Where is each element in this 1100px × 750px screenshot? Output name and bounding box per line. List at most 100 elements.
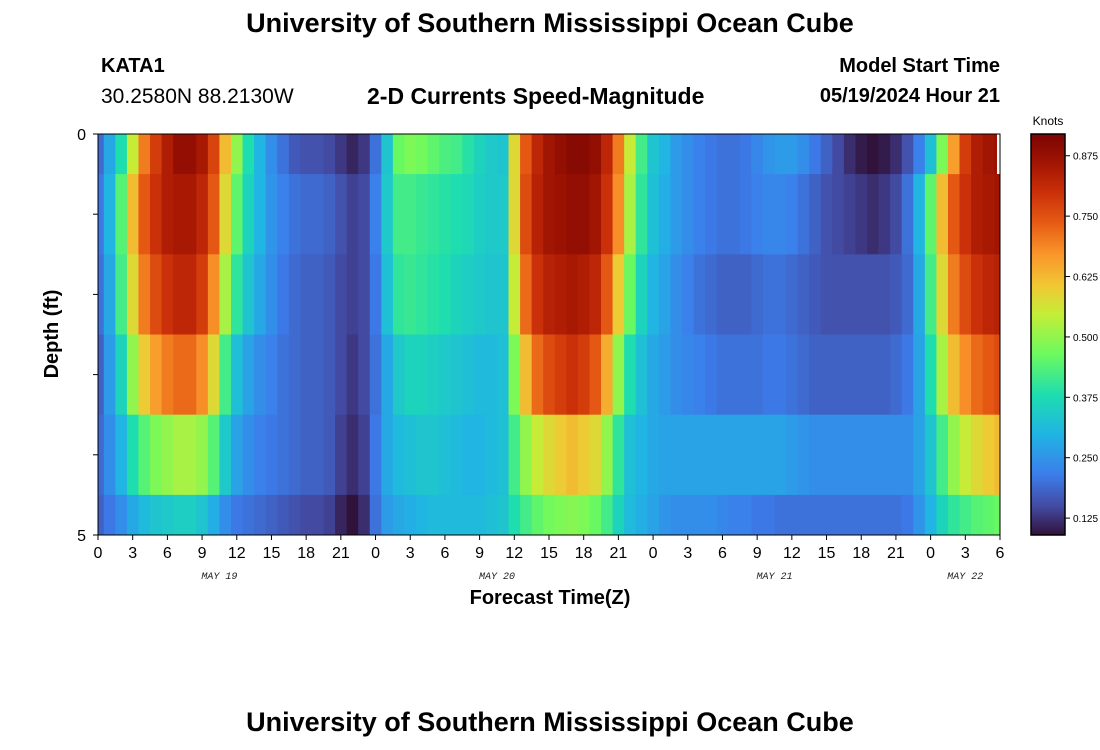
heatmap-cell [485,134,498,175]
heatmap-cell [381,414,394,496]
heatmap-cell [693,494,706,536]
model-start-value: 05/19/2024 Hour 21 [819,85,1000,107]
heatmap-cell [843,494,856,536]
heatmap-cell [809,174,822,255]
heatmap-cell [392,134,405,175]
heatmap-cell [207,134,220,175]
x-tick-label: 3 [128,545,137,562]
heatmap-cell [173,414,186,496]
heatmap-cell [601,494,613,536]
station-id: KATA1 [101,55,165,77]
heatmap-cell [508,414,521,496]
heatmap-cell [161,494,174,536]
heatmap-cell [751,134,764,175]
heatmap-cell [196,334,209,416]
heatmap-cell [728,174,741,255]
heatmap-cell [520,254,533,335]
heatmap-cell [161,414,174,496]
x-tick-label: 0 [649,545,658,562]
heatmap-cell [115,494,128,536]
heatmap-cell [277,134,290,175]
heatmap-cell [624,174,637,255]
x-tick-label: 0 [371,545,380,562]
heatmap-cell [762,134,775,175]
heatmap-cell [115,134,128,175]
heatmap-cell [242,334,255,416]
heatmap-cell [138,254,151,335]
x-tick-label: 15 [818,545,836,562]
heatmap-cell [473,174,486,255]
heatmap-cell [670,174,683,255]
heatmap-cell [971,134,984,175]
heatmap-cell [959,334,972,416]
heatmap-cell [809,254,822,335]
heatmap-cell [658,494,671,536]
heatmap-cell [323,494,336,536]
heatmap-cell [196,494,209,536]
heatmap-cell [161,134,174,175]
heatmap-cell [103,174,116,255]
heatmap-cell [913,174,926,255]
heatmap-cell [369,254,382,335]
y-axis: 05 [77,127,98,545]
heatmap-cell [658,414,671,496]
heatmap-cell [901,494,914,536]
heatmap-cell [462,174,475,255]
heatmap-cell [913,254,926,335]
heatmap-cell [901,254,914,335]
heatmap-cell [335,494,348,536]
heatmap-cell [728,494,741,536]
x-tick-label: 18 [852,545,870,562]
heatmap-cell [936,254,949,335]
heatmap-cell [496,414,509,496]
x-tick-label: 18 [575,545,593,562]
heatmap-cell [427,414,440,496]
heatmap-cell [716,414,729,496]
heatmap-cell [288,254,301,335]
heatmap-cell [126,334,139,416]
heatmap-cell [566,494,579,536]
heatmap-cell [138,494,151,536]
x-tick-label: 15 [540,545,558,562]
heatmap-cell [219,334,232,416]
heatmap-cell [878,494,891,536]
heatmap-cell [439,494,452,536]
heatmap-cell [693,414,706,496]
heatmap-cell [647,174,660,255]
heatmap-cell [670,134,683,175]
colorbar-tick-label: 0.375 [1073,393,1098,404]
heatmap-cell [774,174,787,255]
x-tick-label: 9 [475,545,484,562]
x-tick-label: 12 [505,545,523,562]
heatmap-cell [774,494,787,536]
heatmap-cell [728,334,741,416]
heatmap-cell [681,414,694,496]
heatmap-cell [427,254,440,335]
heatmap-cell [832,494,845,536]
heatmap-cell [450,414,463,496]
heatmap-cell [716,254,729,335]
heatmap-cell [265,414,278,496]
colorbar-label: Knots [1033,114,1064,128]
heatmap-cell [381,254,394,335]
model-start-label: Model Start Time [839,55,1000,77]
heatmap-cell [346,134,359,175]
heatmap-cell [496,134,509,175]
colorbar-tick-label: 0.250 [1073,454,1098,465]
heatmap-cell [612,494,625,536]
heatmap-cell [543,174,556,255]
date-label: MAY 19 [201,572,237,583]
heatmap-cell [994,174,1001,255]
heatmap-cell [589,414,602,496]
heatmap-cell [832,174,845,255]
heatmap-cell [878,134,891,175]
heatmap-cell [161,174,174,255]
heatmap-cell [508,254,521,335]
heatmap-cell [161,254,174,335]
heatmap-cell [230,414,243,496]
heatmap-cell [936,134,949,175]
heatmap-cell [300,334,313,416]
heatmap-cell [751,334,764,416]
heatmap-cell [589,254,602,335]
heatmap-cell [473,334,486,416]
